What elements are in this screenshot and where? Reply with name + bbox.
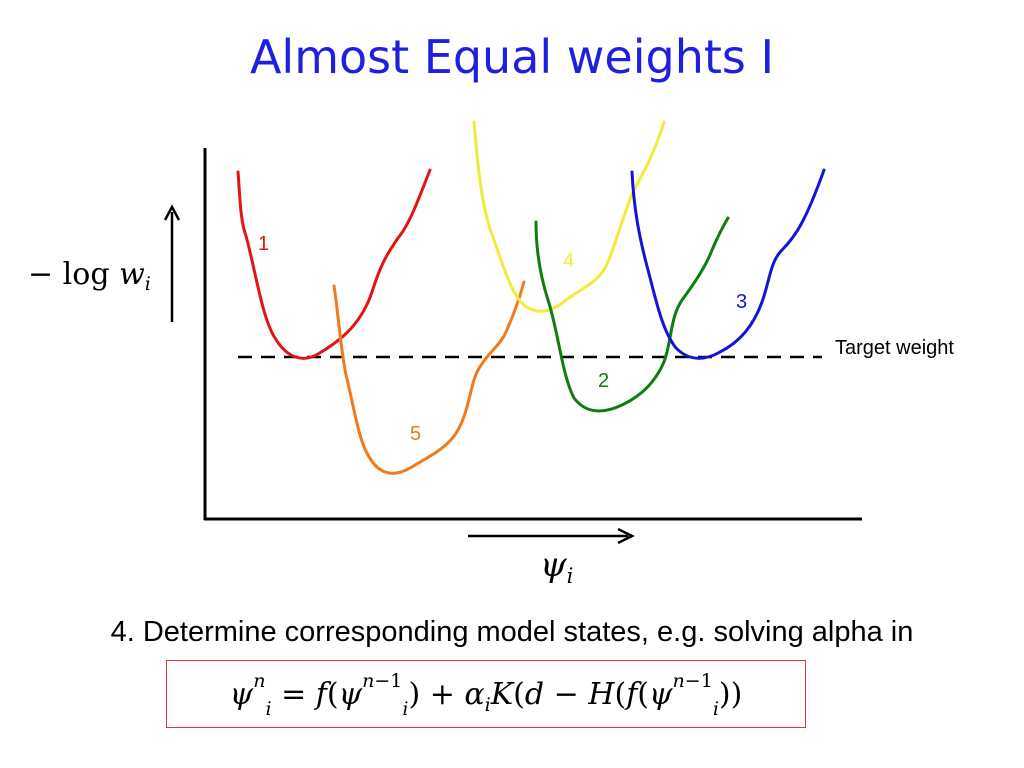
formula: ψni = f(ψn−1i) + αiK(d − H(f(ψn−1i))	[229, 669, 743, 720]
curve-label-1: 1	[258, 233, 269, 255]
curve-label-5: 5	[410, 423, 421, 445]
curve-5	[332, 280, 526, 475]
curve-4	[472, 120, 666, 313]
y-direction-arrow	[163, 204, 181, 322]
slide-title: Almost Equal weights I	[249, 30, 775, 84]
formula-box: ψni = f(ψn−1i) + αiK(d − H(f(ψn−1i))	[166, 660, 806, 728]
curve-label-2: 2	[598, 370, 609, 392]
target-weight-label: Target weight	[835, 337, 954, 359]
curve-2	[534, 216, 730, 413]
curve-3	[630, 168, 826, 360]
x-direction-arrow	[468, 527, 635, 545]
x-axis-label: ψi	[540, 545, 573, 588]
step-text: 4. Determine corresponding model states,…	[110, 616, 914, 648]
curve-label-3: 3	[736, 291, 747, 313]
curve-label-4: 4	[563, 250, 574, 272]
weights-diagram: − log wi ψi Target weight 1 4 3 2 5	[28, 120, 954, 588]
curve-1	[236, 168, 432, 360]
y-axis-label: − log wi	[28, 257, 151, 295]
